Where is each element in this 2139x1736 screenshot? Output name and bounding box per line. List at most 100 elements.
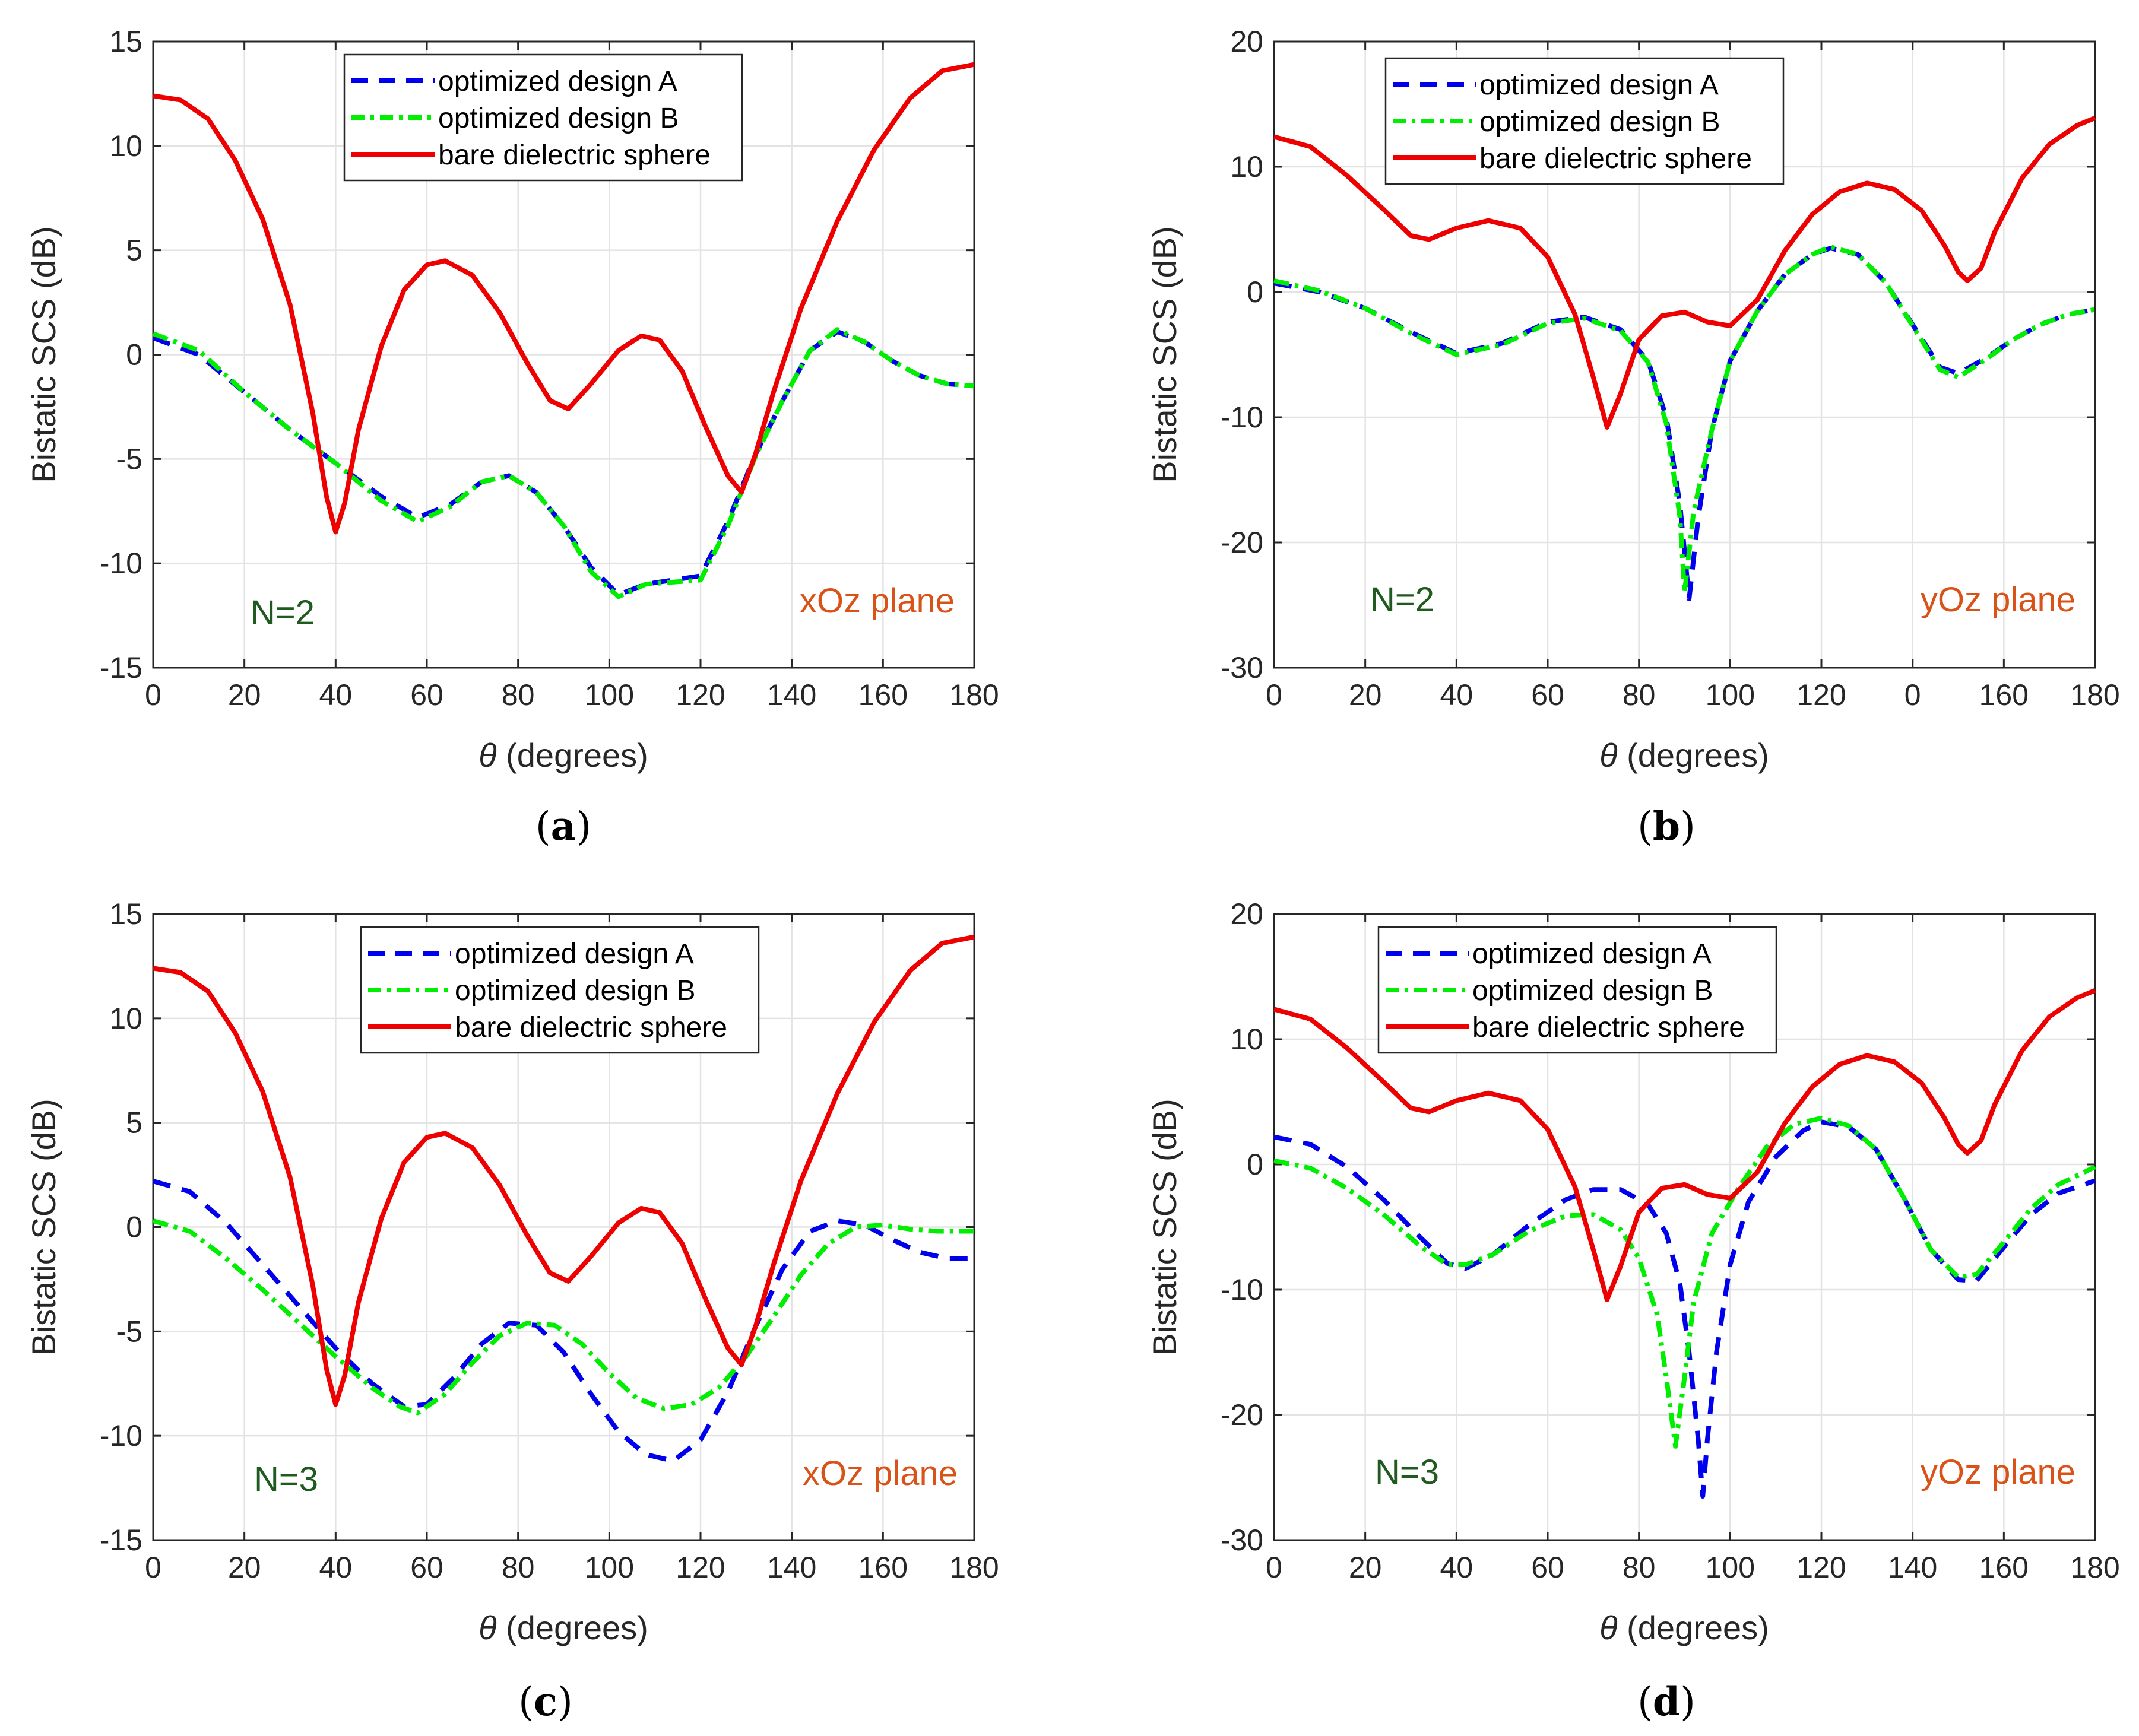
x-tick-label: 180 — [949, 1551, 999, 1584]
x-tick-label: 40 — [1440, 1551, 1473, 1584]
panel-d-caption: (d) — [1637, 1678, 1696, 1725]
y-tick-label: -15 — [100, 1524, 142, 1557]
panel-c-caption: (c) — [518, 1678, 573, 1725]
x-tick-label: 100 — [585, 678, 634, 712]
series-design-a — [152, 329, 975, 597]
y-tick-label: -10 — [1221, 401, 1263, 434]
x-tick-label: 80 — [502, 678, 535, 712]
y-tick-label: 15 — [109, 25, 142, 58]
theta-symbol: θ — [1599, 1609, 1617, 1646]
y-tick-label: 10 — [1230, 150, 1263, 183]
panel-d-y-tick-labels: 20 10 0 -10 -20 -30 — [1221, 897, 1263, 1557]
series-bare-sphere — [1273, 116, 2096, 430]
panel-a-x-tick-labels: 0 20 40 60 80 100 120 140 160 180 — [145, 678, 999, 712]
y-tick-label: -15 — [100, 651, 142, 684]
panel-a: 0 20 40 60 80 100 120 140 160 180 15 10 … — [25, 25, 999, 849]
x-tick-label: 80 — [502, 1551, 535, 1584]
legend-label-design-a: optimized design A — [438, 66, 677, 97]
x-tick-label: 20 — [1349, 1551, 1382, 1584]
panel-a-y-tick-labels: 15 10 5 0 -5 -10 -15 — [100, 25, 142, 684]
legend-label-design-b: optimized design B — [1479, 106, 1720, 138]
x-tick-label: 100 — [1706, 1551, 1755, 1584]
panel-d-plane-label: yOz plane — [1921, 1453, 2075, 1491]
x-tick-label: 40 — [319, 678, 353, 712]
panel-a-plane-label: xOz plane — [800, 582, 955, 620]
panel-a-n-label: N=2 — [251, 594, 315, 632]
panel-d-series — [1273, 988, 2096, 1499]
x-tick-label: 160 — [1979, 678, 2029, 712]
x-tick-label: 0 — [145, 1551, 161, 1584]
caption-open: ( — [1637, 1679, 1653, 1725]
x-axis-label-text: (degrees) — [1618, 737, 1769, 774]
series-bare-sphere — [153, 62, 975, 535]
x-tick-label: 0 — [1266, 678, 1282, 712]
y-tick-label: -30 — [1221, 651, 1263, 684]
series-design-b — [152, 327, 975, 599]
panel-c-y-axis-label: Bistatic SCS (dB) — [25, 1099, 62, 1356]
y-tick-label: 0 — [1247, 1148, 1263, 1181]
legend-label-bare: bare dielectric sphere — [1472, 1012, 1745, 1043]
x-tick-label: 40 — [319, 1551, 353, 1584]
caption-close: ) — [1680, 804, 1696, 849]
y-tick-label: 0 — [126, 338, 142, 372]
panel-c-plane-label: xOz plane — [803, 1454, 958, 1493]
series-design-a — [1273, 1119, 2096, 1499]
caption-close: ) — [576, 804, 591, 849]
x-tick-label: 160 — [858, 1551, 908, 1584]
x-axis-label-text: (degrees) — [497, 1609, 648, 1646]
caption-letter: a — [551, 803, 576, 849]
panel-b-y-axis-label: Bistatic SCS (dB) — [1146, 226, 1183, 483]
series-design-a — [1273, 246, 2096, 601]
x-tick-label: 20 — [228, 678, 261, 712]
panel-c-tick-marks — [152, 913, 975, 1541]
panel-b-caption: (b) — [1637, 803, 1696, 849]
panel-a-x-axis-label: θ (degrees) — [478, 737, 648, 774]
y-tick-label: -10 — [100, 1419, 142, 1452]
series-bare-sphere — [1273, 988, 2096, 1302]
x-tick-label: 120 — [676, 1551, 725, 1584]
y-tick-label: -20 — [1221, 1398, 1263, 1432]
caption-letter: b — [1653, 803, 1680, 849]
legend-label-bare: bare dielectric sphere — [455, 1012, 727, 1043]
y-tick-label: 10 — [1230, 1023, 1263, 1056]
legend-label-design-a: optimized design A — [455, 938, 694, 970]
x-tick-label: 80 — [1623, 678, 1656, 712]
x-tick-label: 60 — [410, 1551, 443, 1584]
panel-c-series — [152, 934, 975, 1464]
x-tick-label: 180 — [2070, 678, 2119, 712]
panel-b: 0 20 40 60 80 100 120 140 0 160 180 20 1… — [1146, 25, 2120, 849]
x-tick-label: 60 — [1531, 1551, 1564, 1584]
y-tick-label: -5 — [116, 1315, 142, 1348]
panel-a-legend: optimized design A optimized design B ba… — [343, 53, 743, 182]
x-tick-label: 120 — [1796, 1551, 1846, 1584]
panel-c: 0 20 40 60 80 100 120 140 160 180 15 10 … — [25, 897, 999, 1725]
x-tick-label: 160 — [1979, 1551, 2029, 1584]
x-tick-label: 120 — [1796, 678, 1846, 712]
caption-open: ( — [535, 804, 551, 849]
panel-b-x-axis-label: θ (degrees) — [1599, 737, 1769, 774]
panel-c-legend: optimized design A optimized design B ba… — [360, 926, 760, 1054]
legend-label-bare: bare dielectric sphere — [438, 139, 711, 171]
y-tick-label: 10 — [109, 129, 142, 163]
x-tick-label: 0 — [1904, 678, 1921, 712]
panel-a-tick-marks — [152, 40, 975, 669]
x-axis-label-text: (degrees) — [497, 737, 648, 774]
panel-b-legend: optimized design A optimized design B ba… — [1384, 57, 1785, 185]
y-tick-label: -30 — [1221, 1524, 1263, 1557]
caption-letter: d — [1653, 1678, 1680, 1725]
panel-a-y-axis-label: Bistatic SCS (dB) — [25, 226, 62, 483]
panel-d-x-axis-label: θ (degrees) — [1599, 1609, 1769, 1646]
legend-label-design-a: optimized design A — [1479, 69, 1719, 101]
x-tick-label: 40 — [1440, 678, 1473, 712]
panel-a-caption: (a) — [535, 803, 591, 849]
legend-label-design-b: optimized design B — [438, 103, 679, 134]
panel-b-tick-marks — [1273, 40, 2096, 669]
x-tick-label: 180 — [949, 678, 999, 712]
x-tick-label: 180 — [2070, 1551, 2119, 1584]
panel-c-x-axis-label: θ (degrees) — [478, 1609, 648, 1646]
panel-c-x-tick-labels: 0 20 40 60 80 100 120 140 160 180 — [145, 1551, 999, 1584]
y-tick-label: -5 — [116, 442, 142, 475]
theta-symbol: θ — [1599, 737, 1617, 774]
theta-symbol: θ — [478, 1609, 496, 1646]
panel-d-axes-box — [1273, 913, 2096, 1541]
